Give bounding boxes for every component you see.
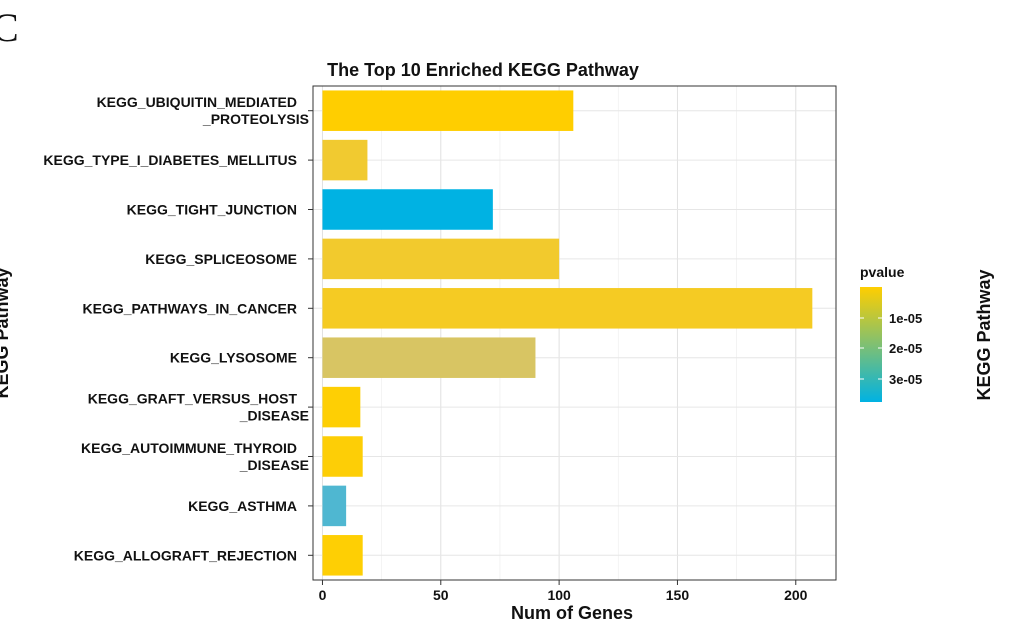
bar <box>322 436 363 477</box>
bars <box>322 90 813 576</box>
y-tick-label: KEGG_ALLOGRAFT_REJECTION <box>74 547 297 563</box>
x-tick-label: 100 <box>547 587 571 603</box>
plot-border <box>312 85 837 581</box>
bar <box>322 189 493 230</box>
bar <box>322 90 574 131</box>
chart-title: The Top 10 Enriched KEGG Pathway <box>327 60 639 80</box>
legend: pvalue 1e-05 2e-05 3e-05 <box>860 264 922 402</box>
x-tick-label: 150 <box>666 587 690 603</box>
y-tick-label: _DISEASE <box>239 408 309 424</box>
y-tick-label: _DISEASE <box>239 457 309 473</box>
right-axis-title: KEGG Pathway <box>974 269 994 400</box>
y-tick-label: _PROTEOLYSIS <box>202 111 309 127</box>
y-tick-label: KEGG_SPLICEOSOME <box>145 251 297 267</box>
y-ticks: KEGG_UBIQUITIN_MEDIATED_PROTEOLYSIS KEGG_… <box>43 94 313 563</box>
grid <box>313 86 836 580</box>
y-tick-label: KEGG_LYSOSOME <box>170 350 297 366</box>
y-tick-label: KEGG_AUTOIMMUNE_THYROID <box>81 440 297 456</box>
y-axis-title: KEGG Pathway <box>0 267 12 398</box>
x-tick-label: 0 <box>319 587 327 603</box>
x-ticks: 0 50 100 150 200 <box>319 580 808 603</box>
x-tick-label: 200 <box>784 587 808 603</box>
y-tick-label: KEGG_ASTHMA <box>188 498 297 514</box>
legend-colorbar <box>860 287 882 402</box>
x-tick-label: 50 <box>433 587 449 603</box>
bar <box>322 139 368 181</box>
bar <box>322 337 536 378</box>
legend-label: 1e-05 <box>889 311 922 326</box>
y-tick-label: KEGG_TYPE_I_DIABETES_MELLITUS <box>43 152 297 168</box>
y-tick-label: KEGG_TIGHT_JUNCTION <box>127 202 297 218</box>
bar <box>322 485 347 527</box>
bar <box>322 386 361 428</box>
y-tick-label: KEGG_GRAFT_VERSUS_HOST <box>88 391 298 407</box>
legend-label: 3e-05 <box>889 372 922 387</box>
x-axis-title: Num of Genes <box>511 603 633 623</box>
y-tick-label: KEGG_PATHWAYS_IN_CANCER <box>83 300 297 316</box>
panel-letter: C <box>0 5 19 50</box>
bar <box>322 288 813 329</box>
bar <box>322 238 560 280</box>
legend-label: 2e-05 <box>889 341 922 356</box>
bar <box>322 535 363 576</box>
y-tick-label: KEGG_UBIQUITIN_MEDIATED <box>97 94 297 110</box>
legend-title: pvalue <box>860 264 905 280</box>
